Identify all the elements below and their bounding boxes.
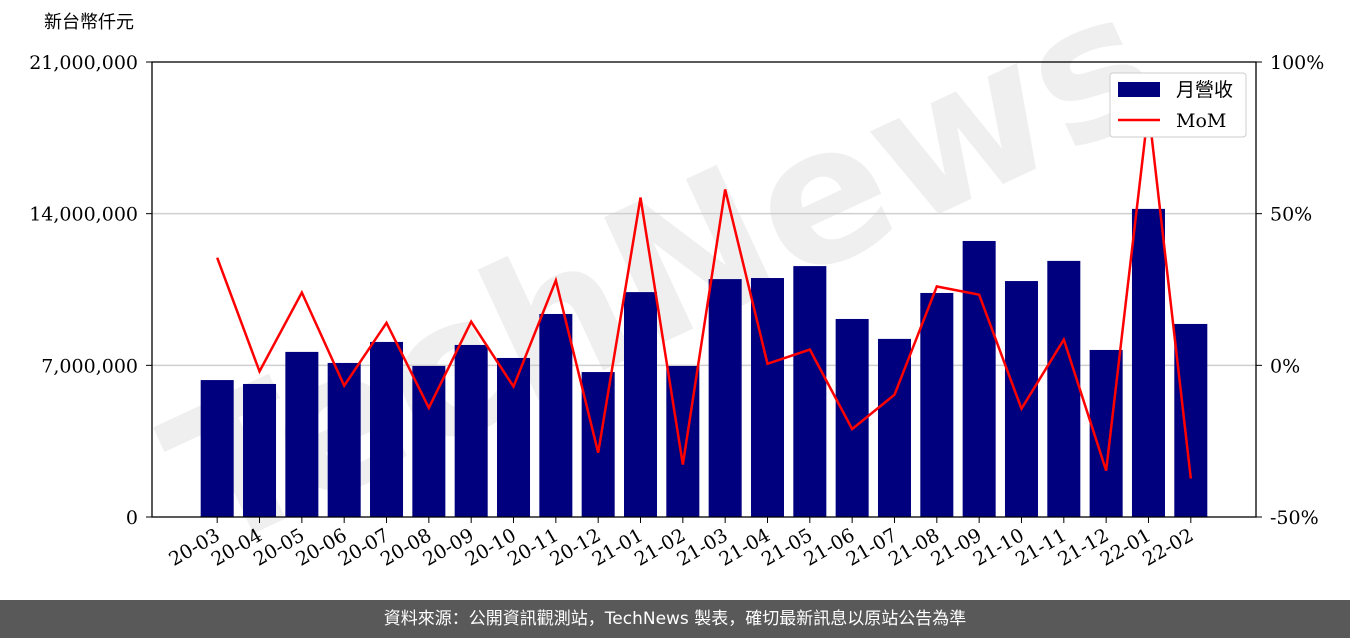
y-tick-label: 14,000,000 <box>29 204 138 226</box>
bar <box>1131 208 1165 517</box>
y2-tick-label: 100% <box>1270 52 1324 74</box>
y-tick-label: 0 <box>126 507 138 529</box>
y2-tick-label: -50% <box>1270 507 1319 529</box>
bar <box>581 372 615 517</box>
bar <box>1047 260 1081 517</box>
bar <box>708 279 742 517</box>
plot-frame <box>151 61 1257 518</box>
legend: 月營收 MoM <box>1109 72 1247 138</box>
bar <box>1004 281 1038 517</box>
bar <box>200 380 234 517</box>
y-tick-label: 7,000,000 <box>41 355 138 377</box>
y-axis-label: 新台幣仟元 <box>44 12 134 33</box>
bar <box>623 292 658 517</box>
line <box>216 108 1193 479</box>
y2-tick-label: 50% <box>1270 204 1312 226</box>
bar <box>793 266 827 517</box>
bar <box>454 344 488 517</box>
bar <box>412 365 446 517</box>
legend-label: 月營收 <box>1176 79 1233 101</box>
bar <box>835 318 869 517</box>
legend-swatch <box>1118 82 1160 97</box>
bar <box>920 292 954 517</box>
legend-label: MoM <box>1176 110 1226 132</box>
y2-tick-label: 0% <box>1270 355 1300 377</box>
bar <box>327 362 361 517</box>
y-tick-label: 21,000,000 <box>29 52 138 74</box>
bar <box>497 357 531 517</box>
footer: 資料來源：公開資訊觀測站，TechNews 製表，確切最新訊息以原站公告為準 <box>0 600 1350 638</box>
bar <box>243 383 277 517</box>
bar <box>539 313 573 517</box>
bar <box>370 341 404 517</box>
bar <box>962 240 996 517</box>
bar <box>1174 323 1208 517</box>
chart: 新台幣仟元 TechNews 07,000,00014,000,00021,00… <box>29 0 1324 594</box>
bar <box>285 351 319 517</box>
